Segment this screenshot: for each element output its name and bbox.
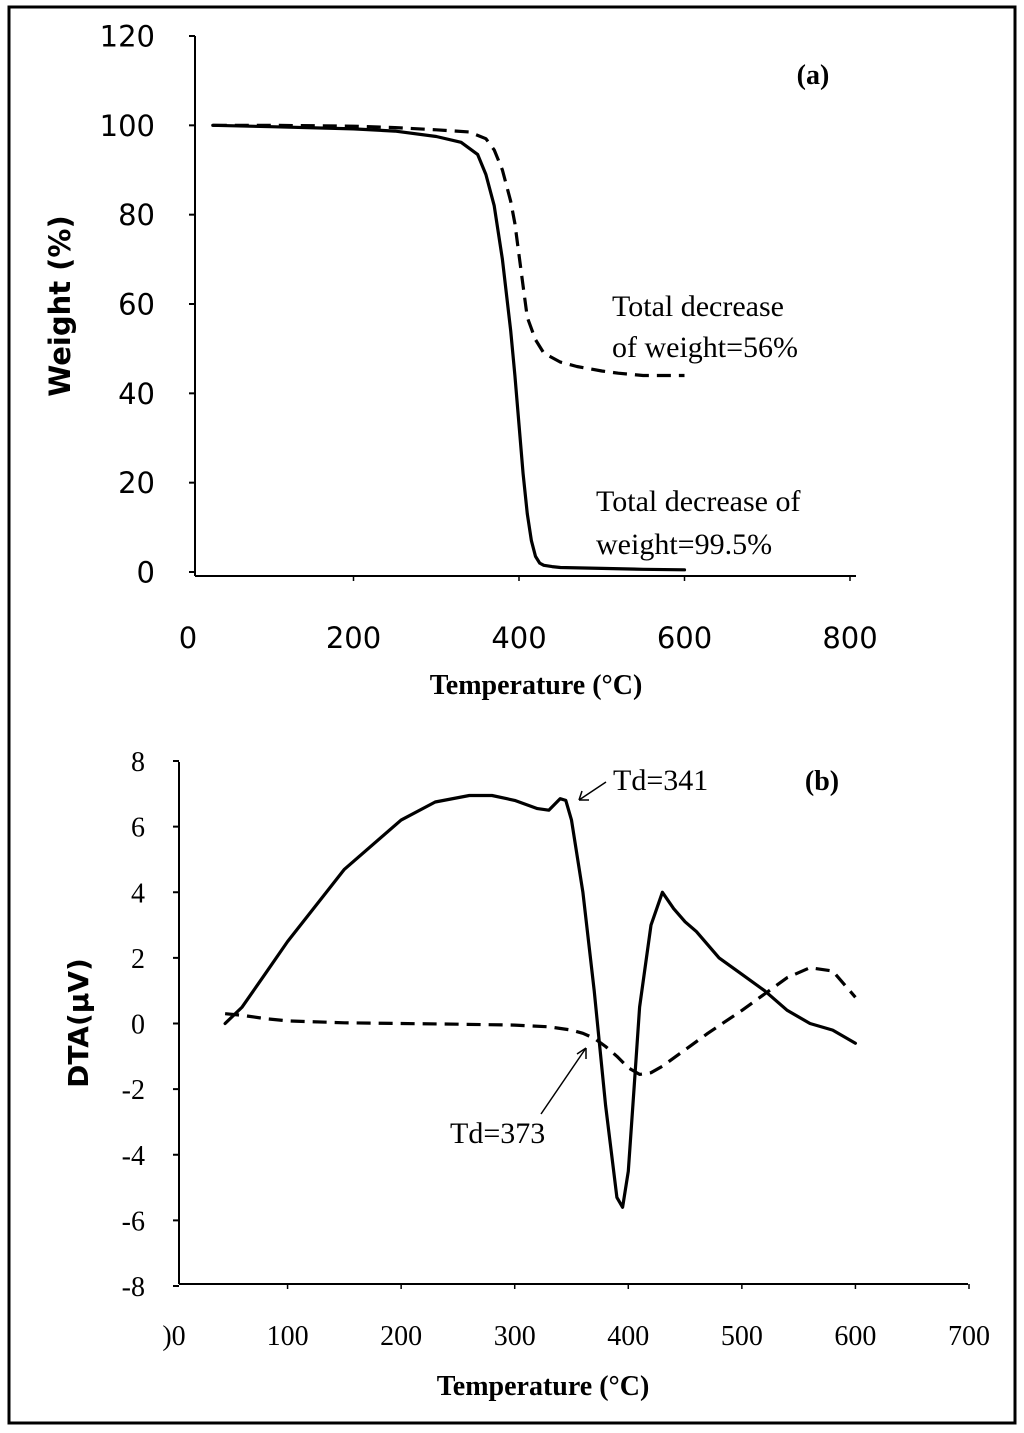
panel-a-annotation-dashed: Total decrease of weight=56%: [612, 290, 798, 364]
panel-a-y-tick-label: 60: [118, 287, 155, 321]
panel-b-x-tick-label: 600: [834, 1321, 876, 1352]
panel-b-x-tick-label: 100: [267, 1321, 309, 1352]
panel-b-y-tick-label: 0: [131, 1010, 145, 1041]
panel-a-y-axis-label: Weight (%): [43, 215, 77, 397]
panel-a-y-tick-label: 120: [100, 19, 155, 53]
panel-b-arrow-td341-shaft: [578, 781, 607, 801]
panel-a-annotation-solid-line-1: Total decrease of: [596, 485, 800, 518]
panel-b-y-tick-label: 4: [131, 878, 145, 909]
panel-b-y-tick-label: 8: [131, 747, 145, 778]
panel-a-y-tick-label: 80: [118, 198, 155, 232]
panel-b-annotation-td341: Td=341: [613, 764, 708, 797]
panel-a-y-tick-labels: 0 20 40 60 80 100 120: [100, 19, 155, 589]
panel-a-annotation-dashed-line-1: Total decrease: [612, 290, 784, 323]
panel-b-series-dashed: [224, 966, 857, 1076]
panel-b-arrow-td373-head: [576, 1047, 587, 1059]
panel-b-tick-marks: [173, 760, 970, 1289]
panel-a-y-tick-label: 0: [137, 555, 155, 589]
panel-a-series-solid: [211, 123, 687, 572]
panel-b-y-tick-label: -8: [122, 1272, 145, 1303]
panel-b: -8 -6 -4 -2 0 2 4 6 8 )0 100 200 300 400 500 600 700 DT…: [62, 747, 990, 1402]
panel-b-y-tick-label: 2: [131, 944, 145, 975]
panel-a-annotation-solid: Total decrease of weight=99.5%: [596, 485, 808, 561]
panel-a-label: (a): [797, 60, 830, 91]
panel-b-x-axis-label: Temperature (°C): [437, 1371, 650, 1402]
panel-a-annotation-dashed-line-2: of weight=56%: [612, 331, 798, 364]
panel-a-x-axis-label: Temperature (°C): [430, 670, 643, 701]
panel-b-y-tick-label: -4: [122, 1141, 145, 1172]
panel-a-y-tick-label: 100: [100, 109, 155, 143]
panel-b-y-axis-label: DTA(µV): [62, 958, 95, 1088]
panel-a-x-tick-label: 0: [179, 621, 197, 655]
panel-b-arrow-td373-shaft: [540, 1047, 587, 1115]
panel-b-series-solid: [223, 793, 857, 1209]
panel-b-x-tick-label: )0: [162, 1321, 185, 1352]
panel-b-annotation-td373: Td=373: [450, 1117, 545, 1150]
panel-a-y-tick-label: 40: [118, 377, 155, 411]
panel-b-arrow-td341-head: [578, 790, 589, 801]
panel-a-x-tick-label: 600: [657, 621, 712, 655]
panel-a-y-tick-label: 20: [118, 466, 155, 500]
panel-a-series-dashed: [212, 123, 685, 378]
panel-b-x-tick-label: 200: [380, 1321, 422, 1352]
panel-a-series: [211, 123, 687, 572]
panel-b-x-tick-label: 500: [721, 1321, 763, 1352]
panel-a-x-tick-label: 200: [326, 621, 381, 655]
panel-b-x-tick-labels: )0 100 200 300 400 500 600 700: [162, 1321, 990, 1352]
figure-frame: [7, 5, 1017, 1425]
panel-b-x-tick-label: 300: [494, 1321, 536, 1352]
panel-a-x-tick-label: 800: [822, 621, 877, 655]
panel-a: 0 20 40 60 80 100 120 0 200 400 600 800 Weight (%)…: [43, 19, 878, 701]
panel-b-y-tick-label: -2: [122, 1075, 145, 1106]
panel-b-series: [223, 793, 857, 1209]
panel-b-y-tick-label: 6: [131, 813, 145, 844]
panel-a-annotation-solid-line-2: weight=99.5%: [596, 528, 772, 561]
panel-b-label: (b): [805, 766, 839, 797]
panel-b-y-tick-labels: -8 -6 -4 -2 0 2 4 6 8: [122, 747, 145, 1303]
panel-b-x-tick-label: 700: [948, 1321, 990, 1352]
panel-a-x-tick-label: 400: [491, 621, 546, 655]
panel-a-x-tick-labels: 0 200 400 600 800: [179, 621, 878, 655]
panel-b-x-tick-label: 400: [607, 1321, 649, 1352]
panel-b-y-tick-label: -6: [122, 1206, 145, 1237]
